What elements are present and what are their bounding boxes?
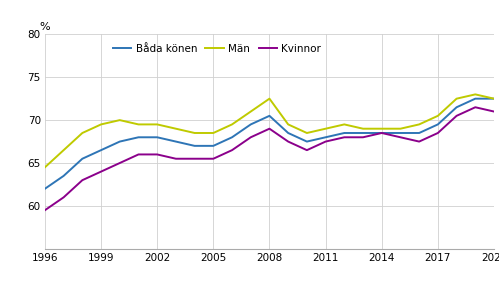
Män (61, 148, 67, 152)
Män (285, 123, 291, 126)
Båda könen (285, 131, 291, 135)
Kvinnor (229, 148, 235, 152)
Män (341, 123, 347, 126)
Kvinnor (192, 157, 198, 160)
Kvinnor (435, 131, 441, 135)
Män (473, 93, 479, 96)
Män (211, 131, 217, 135)
Män (435, 114, 441, 118)
Kvinnor (211, 157, 217, 160)
Kvinnor (98, 170, 104, 173)
Båda könen (248, 123, 254, 126)
Båda könen (323, 136, 329, 139)
Kvinnor (79, 178, 85, 182)
Kvinnor (117, 161, 123, 165)
Båda könen (454, 106, 460, 109)
Båda könen (211, 144, 217, 148)
Båda könen (79, 157, 85, 160)
Män (154, 123, 160, 126)
Män (98, 123, 104, 126)
Män (229, 123, 235, 126)
Kvinnor (136, 153, 142, 156)
Båda könen (136, 136, 142, 139)
Kvinnor (473, 106, 479, 109)
Båda könen (416, 131, 422, 135)
Män (304, 131, 310, 135)
Kvinnor (266, 127, 272, 130)
Båda könen (266, 114, 272, 118)
Båda könen (304, 140, 310, 143)
Män (117, 118, 123, 122)
Män (266, 97, 272, 100)
Båda könen (360, 131, 366, 135)
Båda könen (379, 131, 385, 135)
Båda könen (173, 140, 179, 143)
Kvinnor (341, 136, 347, 139)
Män (42, 166, 48, 169)
Män (416, 123, 422, 126)
Line: Båda könen: Båda könen (45, 99, 494, 189)
Kvinnor (416, 140, 422, 143)
Män (398, 127, 404, 130)
Line: Kvinnor: Kvinnor (45, 107, 494, 210)
Män (454, 97, 460, 100)
Båda könen (435, 123, 441, 126)
Kvinnor (454, 114, 460, 118)
Båda könen (117, 140, 123, 143)
Båda könen (42, 187, 48, 190)
Män (491, 97, 497, 100)
Kvinnor (61, 196, 67, 199)
Kvinnor (323, 140, 329, 143)
Båda könen (192, 144, 198, 148)
Kvinnor (360, 136, 366, 139)
Båda könen (473, 97, 479, 100)
Kvinnor (42, 208, 48, 212)
Kvinnor (379, 131, 385, 135)
Kvinnor (304, 148, 310, 152)
Båda könen (229, 136, 235, 139)
Kvinnor (491, 110, 497, 113)
Båda könen (154, 136, 160, 139)
Båda könen (398, 131, 404, 135)
Båda könen (61, 174, 67, 178)
Båda könen (491, 97, 497, 100)
Män (136, 123, 142, 126)
Båda könen (341, 131, 347, 135)
Män (192, 131, 198, 135)
Män (360, 127, 366, 130)
Män (248, 110, 254, 113)
Män (173, 127, 179, 130)
Män (379, 127, 385, 130)
Män (323, 127, 329, 130)
Män (79, 131, 85, 135)
Kvinnor (154, 153, 160, 156)
Kvinnor (248, 136, 254, 139)
Kvinnor (173, 157, 179, 160)
Båda könen (98, 148, 104, 152)
Kvinnor (398, 136, 404, 139)
Text: %: % (39, 22, 50, 32)
Legend: Båda könen, Män, Kvinnor: Båda könen, Män, Kvinnor (108, 39, 325, 58)
Line: Män: Män (45, 94, 494, 167)
Kvinnor (285, 140, 291, 143)
